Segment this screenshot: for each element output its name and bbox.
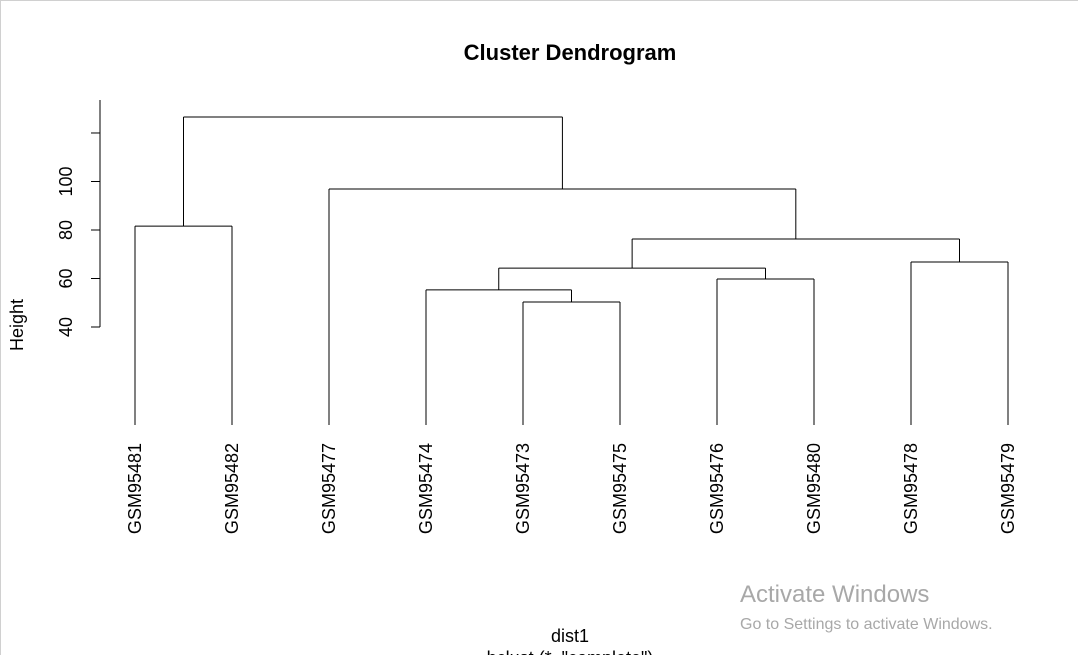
subtitle: hclust (*, "complete") <box>487 648 654 655</box>
leaf-label: GSM95481 <box>125 443 145 534</box>
leaf-label: GSM95476 <box>707 443 727 534</box>
x-axis-label: dist1 <box>551 626 589 646</box>
y-tick-label: 40 <box>56 317 76 337</box>
y-tick-label: 100 <box>56 166 76 196</box>
leaf-label: GSM95480 <box>804 443 824 534</box>
y-tick-label: 60 <box>56 268 76 288</box>
leaf-label: GSM95477 <box>319 443 339 534</box>
leaf-label: GSM95482 <box>222 443 242 534</box>
y-tick-label: 80 <box>56 220 76 240</box>
leaf-label: GSM95479 <box>998 443 1018 534</box>
leaf-label: GSM95478 <box>901 443 921 534</box>
watermark-text: Go to Settings to activate Windows. <box>740 616 993 633</box>
watermark-title: Activate Windows <box>740 581 929 608</box>
leaf-label: GSM95475 <box>610 443 630 534</box>
leaf-label: GSM95474 <box>416 443 436 534</box>
leaf-label: GSM95473 <box>513 443 533 534</box>
chart-title: Cluster Dendrogram <box>464 40 677 65</box>
y-axis-label: Height <box>7 299 27 351</box>
